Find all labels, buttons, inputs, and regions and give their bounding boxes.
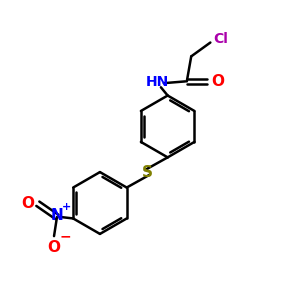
Text: O: O (21, 196, 34, 211)
Text: N: N (51, 208, 63, 223)
Text: S: S (142, 165, 153, 180)
Text: O: O (47, 240, 61, 255)
Text: Cl: Cl (213, 32, 228, 46)
Text: −: − (59, 229, 71, 243)
Text: +: + (62, 202, 71, 212)
Text: O: O (211, 74, 224, 89)
Text: HN: HN (146, 75, 169, 89)
